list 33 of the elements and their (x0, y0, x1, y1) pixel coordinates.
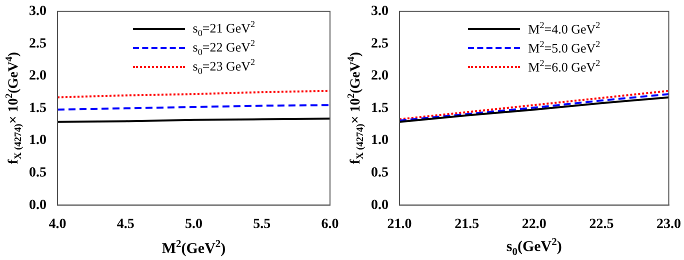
x-tick-label: 5.0 (185, 217, 202, 232)
x-tick-label: 21.0 (387, 217, 412, 232)
x-tick-label: 22.5 (589, 217, 614, 232)
y-tick-label: 0.0 (371, 198, 388, 213)
x-tick-label: 5.5 (253, 217, 271, 232)
line-series (58, 90, 330, 98)
y-tick-label: 0.5 (29, 166, 46, 181)
x-tick-label: 22.0 (522, 217, 546, 232)
legend-label: s$_{0}$=21 GeV$^{2}$ (192, 19, 256, 38)
x-tick-label: 21.5 (454, 217, 480, 232)
x-tick-label: 6.0 (321, 217, 339, 232)
y-tick-label: 2.0 (371, 68, 388, 84)
legend-label: s$_{0}$=22 GeV$^{2}$ (192, 38, 256, 58)
x-axis-title: M$^{2}$(GeV$^{2}$) (162, 239, 226, 258)
y-tick-label: 1.5 (371, 100, 388, 116)
y-tick-label: 1.0 (371, 133, 388, 148)
y-tick-label: 1.5 (29, 100, 46, 116)
x-axis-title: s$_{0}$(GeV$^{2}$) (506, 237, 562, 258)
legend-label: M$^{2}$=5.0 GeV$^{2}$ (528, 39, 600, 57)
y-tick-label: 1.0 (29, 133, 46, 148)
y-tick-label: 0.0 (29, 198, 46, 213)
y-tick-label: 0.5 (371, 166, 388, 181)
y-tick-label: 3.0 (371, 4, 388, 20)
y-tick-label: 3.0 (29, 4, 46, 20)
legend-label: s$_{0}$=23 GeV$^{2}$ (192, 57, 256, 76)
x-tick-label: 4.5 (116, 217, 134, 232)
legend-label: M$^{2}$=6.0 GeV$^{2}$ (528, 58, 600, 76)
legend-label: M$^{2}$=4.0 GeV$^{2}$ (528, 20, 600, 38)
x-tick-label: 23.0 (656, 217, 681, 232)
y-tick-label: 2.5 (29, 36, 46, 52)
y-tick-label: 2.5 (371, 36, 388, 52)
y-tick-label: 2.0 (29, 68, 46, 84)
x-tick-label: 4.0 (48, 217, 66, 232)
